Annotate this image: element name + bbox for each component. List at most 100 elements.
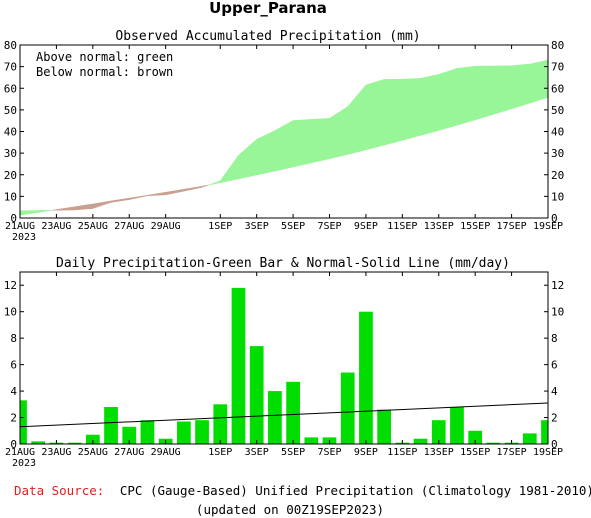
x-tick-label: 7SEP <box>317 447 341 458</box>
accumulated-diff-segment <box>110 197 130 203</box>
daily-bar <box>85 434 100 444</box>
accumulated-diff-segment <box>92 200 112 209</box>
accumulated-precipitation-chart: Observed Accumulated Precipitation (mm) … <box>4 29 565 243</box>
data-source-text: CPC (Gauge-Based) Unified Precipitation … <box>120 483 591 498</box>
daily-bar <box>413 438 428 444</box>
y-tick-label-left: 10 <box>4 190 17 203</box>
daily-bar <box>195 420 209 444</box>
daily-bar <box>140 420 155 444</box>
accumulated-areas <box>19 59 549 216</box>
x-tick-label: 25AUG <box>78 447 108 458</box>
x-tick-label: 25AUG <box>78 221 108 232</box>
y-tick-label-left: 8 <box>10 332 17 345</box>
accumulated-diff-segment <box>208 180 221 186</box>
daily-bars <box>19 287 549 444</box>
accumulated-diff-segment <box>147 191 166 196</box>
y-tick-label-right: 50 <box>551 104 564 117</box>
normal-line <box>19 402 549 428</box>
main-title: Upper_Parana <box>209 0 327 17</box>
y-tick-label-right: 40 <box>551 126 564 139</box>
accumulated-diff-segment <box>220 154 239 184</box>
daily-bar <box>31 441 46 444</box>
daily-bar <box>104 406 118 444</box>
legend-below-normal: Below normal: brown <box>36 65 173 79</box>
accumulated-diff-segment <box>365 79 385 151</box>
y-tick-label-left: 50 <box>4 104 17 117</box>
y-tick-label-right: 4 <box>551 385 558 398</box>
accumulated-diff-segment <box>56 206 75 211</box>
x-tick-label: 7SEP <box>317 221 341 232</box>
daily-bar <box>522 433 537 444</box>
x-tick-label: 19SEP <box>533 447 563 458</box>
daily-precipitation-chart: Daily Precipitation-Green Bar & Normal-S… <box>4 256 565 469</box>
x-tick-label: 11SEP <box>387 221 417 232</box>
daily-bar <box>486 442 501 444</box>
daily-bar <box>20 400 27 444</box>
daily-axes: 0 0 2 2 4 4 6 6 8 8 10 10 12 12 21AUG 23AUG 25AUG 27AUG 29… <box>4 271 564 469</box>
accumulated-diff-segment <box>165 188 185 196</box>
x-tick-label: 3SEP <box>245 221 269 232</box>
year-label: 2023 <box>12 458 36 469</box>
x-tick-label: 9SEP <box>354 221 378 232</box>
daily-bar <box>286 381 300 444</box>
y-tick-label-left: 4 <box>10 385 17 398</box>
legend-above-normal: Above normal: green <box>36 50 173 64</box>
accumulated-diff-segment <box>183 185 203 192</box>
x-tick-label: 29AUG <box>151 447 181 458</box>
y-tick-label-left: 40 <box>4 126 17 139</box>
daily-chart-title: Daily Precipitation-Green Bar & Normal-S… <box>56 256 510 271</box>
y-tick-label-left: 0 <box>10 438 17 451</box>
accumulated-chart-title: Observed Accumulated Precipitation (mm) <box>115 29 420 44</box>
data-source-label: Data Source: <box>14 483 104 498</box>
x-tick-label: 23AUG <box>41 221 71 232</box>
y-tick-label-right: 8 <box>551 332 558 345</box>
accumulated-diff-segment <box>474 65 494 121</box>
accumulated-diff-segment <box>256 130 276 176</box>
x-tick-label: 29AUG <box>151 221 181 232</box>
plot-frame <box>19 271 549 445</box>
x-tick-label: 1SEP <box>208 221 232 232</box>
daily-bar <box>304 437 319 444</box>
x-tick-label: 11SEP <box>387 447 417 458</box>
daily-bar <box>541 420 548 444</box>
y-tick-label-left: 2 <box>10 412 17 425</box>
accumulated-diff-segment <box>311 118 330 164</box>
x-tick-label: 15SEP <box>460 447 490 458</box>
accumulated-diff-segment <box>402 78 421 141</box>
accumulated-diff-segment <box>238 138 257 180</box>
x-tick-label: 17SEP <box>497 447 527 458</box>
accumulated-diff-segment <box>511 63 531 110</box>
daily-bar <box>231 287 246 444</box>
year-label: 2023 <box>12 232 36 243</box>
accumulated-diff-segment <box>347 84 367 155</box>
x-tick-label: 23AUG <box>41 447 71 458</box>
daily-bar <box>431 420 446 444</box>
accumulated-diff-segment <box>383 78 403 146</box>
y-tick-label-left: 0 <box>10 212 17 225</box>
x-tick-label: 13SEP <box>424 447 454 458</box>
x-tick-label: 21AUG <box>5 221 35 232</box>
x-tick-label: 9SEP <box>354 447 378 458</box>
daily-bar <box>468 430 483 444</box>
y-tick-label-right: 0 <box>551 438 558 451</box>
y-tick-label-left: 6 <box>10 359 17 372</box>
daily-bar <box>122 426 137 444</box>
data-source-line: Data Source: CPC (Gauge-Based) Unified P… <box>14 483 591 498</box>
y-tick-label-right: 10 <box>551 190 564 203</box>
x-tick-label: 5SEP <box>281 221 305 232</box>
accumulated-diff-segment <box>37 210 52 213</box>
accumulated-diff-segment <box>19 210 39 216</box>
accumulated-diff-segment <box>438 68 458 131</box>
y-tick-label-left: 12 <box>4 279 17 292</box>
y-tick-label-left: 70 <box>4 61 17 74</box>
x-tick-label: 21AUG <box>5 447 35 458</box>
accumulated-diff-segment <box>74 203 94 211</box>
accumulated-diff-segment <box>128 195 148 200</box>
y-tick-label-left: 30 <box>4 147 17 160</box>
x-tick-label: 13SEP <box>424 221 454 232</box>
x-tick-label: 15SEP <box>460 221 490 232</box>
daily-bar <box>450 406 464 444</box>
daily-bar <box>340 372 355 444</box>
accumulated-diff-segment <box>51 209 57 211</box>
